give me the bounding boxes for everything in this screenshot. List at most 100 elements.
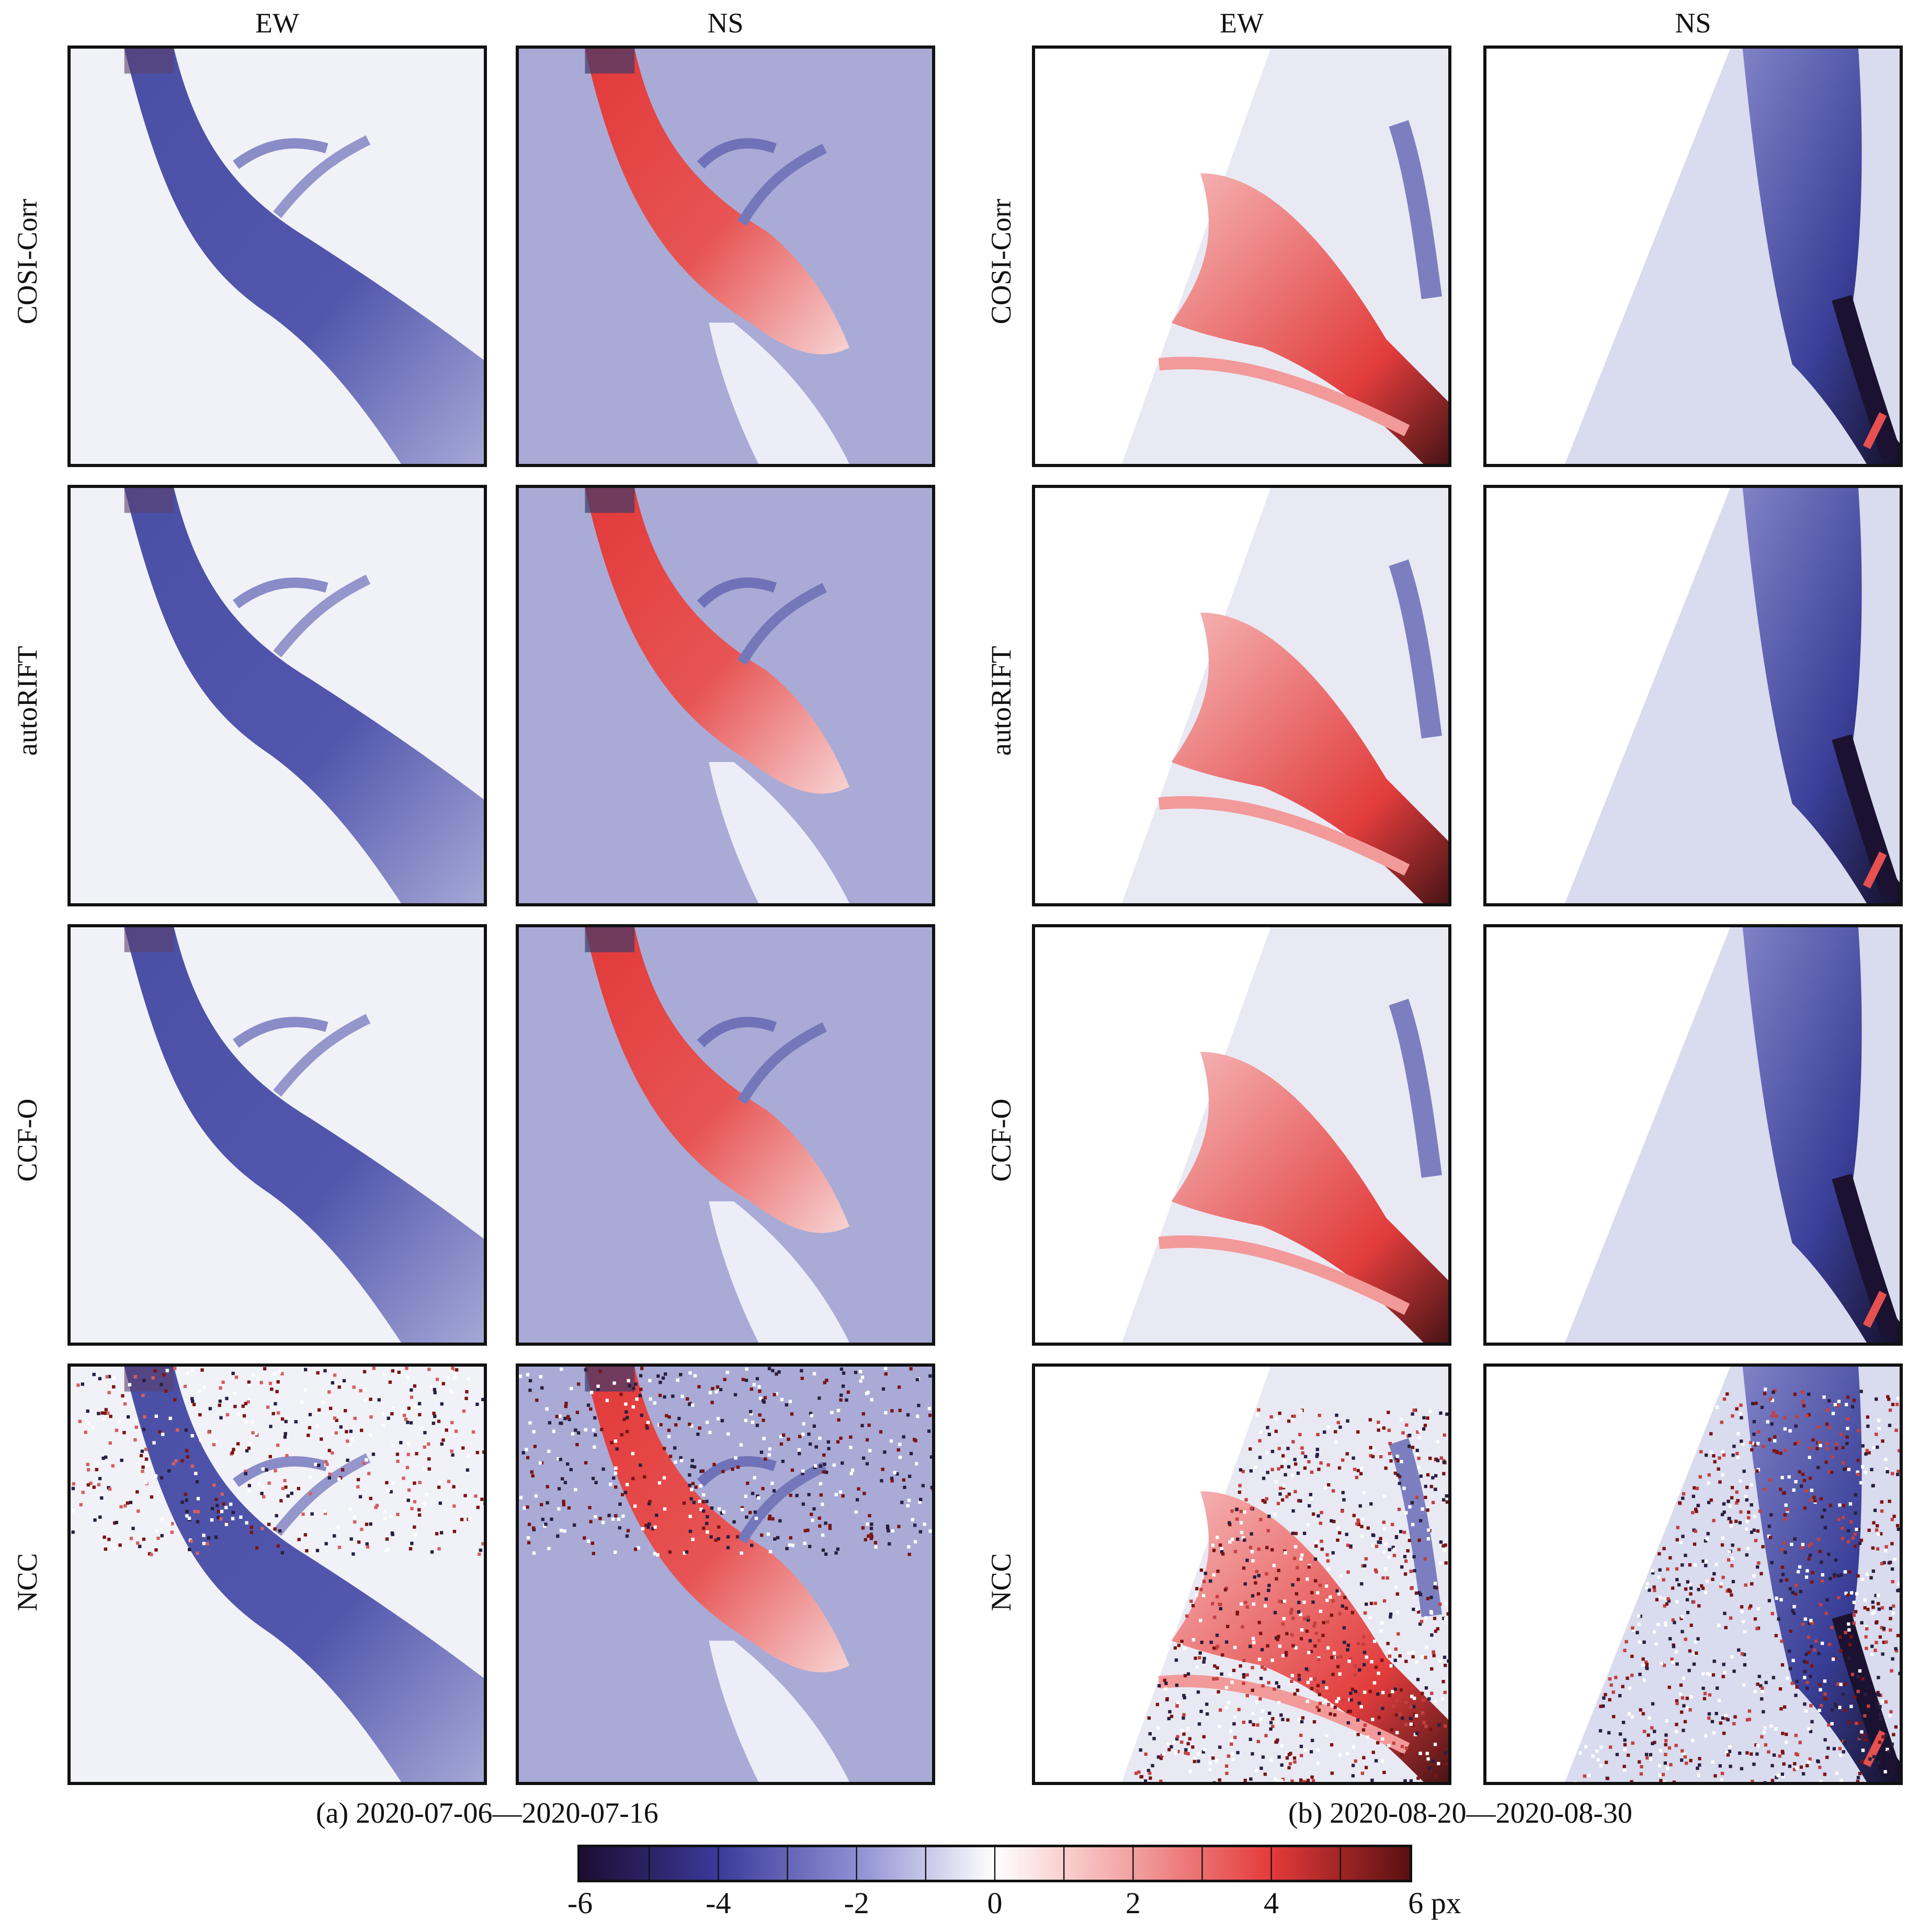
row-label-autorift-b: autoRIFT: [985, 646, 1017, 756]
displacement-map: [1486, 488, 1900, 903]
displacement-map: [1486, 49, 1900, 464]
row-label-autorift-a: autoRIFT: [12, 646, 43, 756]
displacement-map: [1035, 1367, 1448, 1782]
no-data-wedge: [1486, 488, 1731, 903]
noise-speckle: [1134, 1408, 1448, 1782]
tributary: [233, 138, 328, 169]
edge-artifact: [1863, 1291, 1887, 1328]
row-label-ncc-a: NCC: [12, 1553, 43, 1611]
row-label-ncc-b: NCC: [985, 1553, 1017, 1611]
tributary: [1158, 796, 1410, 876]
top-speckle: [585, 927, 635, 952]
noise-speckle: [1573, 1388, 1900, 1782]
side-flow: [1389, 998, 1442, 1178]
glacier-flow: [124, 49, 484, 464]
panel-b-ns-autorift: [1483, 485, 1903, 906]
panel-b-ns-ccf-o: [1483, 924, 1903, 1346]
panel-a-ns-cosi-corr: [516, 46, 935, 467]
tributary: [737, 1461, 827, 1544]
terminus-zone: [709, 762, 849, 903]
side-flow: [1389, 1438, 1442, 1618]
edge-artifact: [1863, 851, 1887, 889]
colorbar: [577, 1845, 1412, 1882]
panel-a-ew-cosi-corr: [67, 46, 487, 467]
noise-speckle: [71, 1367, 484, 1556]
tributary: [1158, 357, 1410, 437]
column-header-b-ns: NS: [1675, 7, 1711, 39]
top-speckle: [124, 488, 174, 513]
tributary: [697, 1017, 777, 1048]
colorbar-tick-label: 6 px: [1408, 1886, 1461, 1920]
displacement-map: [1486, 927, 1900, 1343]
displacement-map: [519, 1367, 932, 1782]
displacement-map: [1035, 488, 1448, 903]
caption-a: (a) 2020-07-06—2020-07-16: [316, 1797, 658, 1829]
glacier-flow: [124, 488, 484, 903]
glacier-flow: [1171, 1052, 1448, 1343]
top-speckle: [585, 1367, 635, 1392]
tributary: [1158, 1235, 1410, 1315]
row-label-ccf-o-b: CCF-O: [985, 1098, 1017, 1182]
panel-a-ew-autorift: [67, 485, 487, 906]
terminus-zone: [709, 323, 849, 464]
glacier-flow: [585, 49, 849, 355]
tributary: [697, 1456, 777, 1487]
row-label-cosi-corr-a: COSI-Corr: [12, 199, 43, 324]
panel-b-ew-autorift: [1032, 485, 1451, 906]
no-data-wedge: [1035, 1367, 1271, 1782]
displacement-map: [71, 49, 484, 464]
tributary: [697, 577, 777, 608]
tributary: [273, 1453, 371, 1536]
terminus-zone: [709, 1201, 849, 1343]
tributary: [1158, 1675, 1410, 1755]
glacier-flow: [124, 927, 484, 1343]
displacement-map: [71, 927, 484, 1343]
top-speckle: [585, 488, 635, 513]
displacement-map: [519, 927, 932, 1343]
glacier-flow: [124, 1367, 484, 1782]
row-label-ccf-o-a: CCF-O: [12, 1098, 43, 1182]
row-label-cosi-corr-b: COSI-Corr: [985, 199, 1017, 324]
panel-a-ew-ncc: [67, 1363, 487, 1785]
glacier-flow: [585, 1367, 849, 1673]
displacement-map: [71, 1367, 484, 1782]
colorbar-tick-label: 2: [1125, 1886, 1141, 1920]
edge-artifact: [1863, 412, 1887, 449]
panel-b-ew-cosi-corr: [1032, 46, 1451, 467]
no-data-wedge: [1486, 49, 1731, 464]
side-flow: [1389, 559, 1442, 739]
tributary: [273, 574, 371, 657]
displacement-map: [71, 488, 484, 903]
tributary: [273, 1014, 371, 1097]
top-speckle: [585, 49, 635, 74]
glacier-flow: [1171, 612, 1448, 903]
terminus-channel: [1832, 1612, 1900, 1777]
displacement-map: [1486, 1367, 1900, 1782]
no-data-wedge: [1486, 1367, 1731, 1782]
colorbar-tick-label: -6: [567, 1886, 593, 1920]
tributary: [737, 583, 827, 665]
terminus-channel: [1832, 734, 1900, 899]
terminus-channel: [1832, 1173, 1900, 1338]
column-header-a-ns: NS: [707, 7, 744, 39]
terminus-channel: [1832, 294, 1900, 459]
panel-a-ns-ccf-o: [516, 924, 935, 1346]
glacier-flow: [1171, 173, 1448, 464]
colorbar-tick-label: 0: [987, 1886, 1003, 1920]
glacier-flow: [585, 488, 849, 794]
displacement-map: [1035, 49, 1448, 464]
tributary: [233, 577, 328, 609]
side-flow: [1389, 120, 1442, 300]
colorbar-tick-label: 4: [1264, 1886, 1279, 1920]
displacement-map: [1035, 927, 1448, 1343]
tributary: [737, 143, 827, 226]
tributary: [697, 138, 777, 169]
tributary: [273, 135, 371, 218]
displacement-map: [519, 49, 932, 464]
no-data-wedge: [1035, 488, 1271, 903]
panel-b-ew-ncc: [1032, 1363, 1451, 1785]
panel-a-ns-ncc: [516, 1363, 935, 1785]
no-data-wedge: [1486, 927, 1731, 1343]
panel-a-ns-autorift: [516, 485, 935, 906]
top-speckle: [124, 49, 174, 74]
